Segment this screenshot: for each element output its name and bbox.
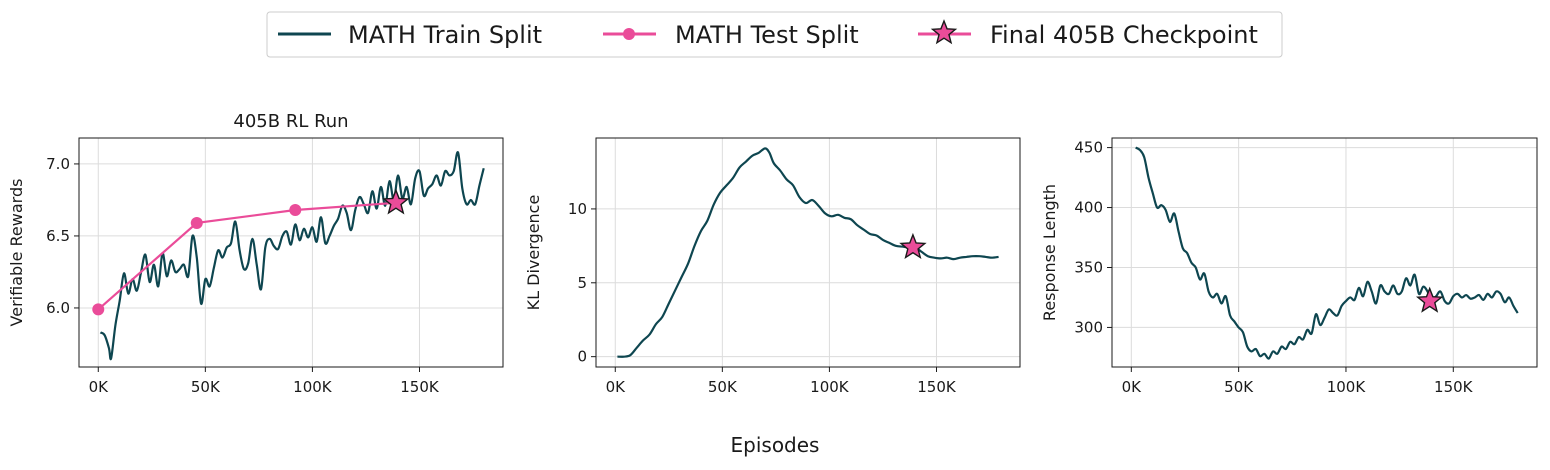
x-tick-label: 100K [1327, 378, 1367, 396]
legend-item-train: MATH Train Split [278, 21, 542, 49]
test-series-point [190, 216, 203, 229]
legend: MATH Train Split MATH Test Split Final 4… [266, 11, 1283, 58]
legend-item-test: MATH Test Split [603, 21, 859, 49]
x-tick-label: 0K [1122, 378, 1143, 396]
train-series-line [1135, 146, 1519, 360]
x-tick-label: 50K [1224, 378, 1254, 396]
x-tick-label: 150K [917, 378, 957, 396]
y-tick-label: 400 [1074, 199, 1103, 217]
legend-test-circle-icon [623, 28, 635, 40]
x-tick-label: 100K [810, 378, 850, 396]
legend-train-label: MATH Train Split [348, 21, 542, 49]
y-tick-label: 6.0 [46, 299, 70, 317]
x-tick-label: 150K [1434, 378, 1474, 396]
chart-title: 405B RL Run [233, 111, 348, 132]
x-tick-label: 0K [89, 378, 110, 396]
chart-panel-1: 0K 50K 100K 150K 6.0 6.5 7.0 Verifiable Rewards… [7, 111, 504, 396]
legend-test-label: MATH Test Split [675, 21, 859, 49]
y-tick-label: 300 [1074, 318, 1103, 336]
y-tick-label: 0 [577, 348, 587, 366]
final-checkpoint-star-icon [382, 188, 410, 215]
axes-frame [595, 137, 1021, 368]
test-series-line [97, 201, 397, 311]
y-axis-label: KL Divergence [524, 195, 543, 311]
shared-x-axis-label: Episodes [731, 433, 820, 457]
train-series-line [617, 147, 999, 358]
y-tick-label: 450 [1074, 139, 1103, 157]
chart-panel-2: 0K 50K 100K 150K 0 5 10 KL Divergence [524, 137, 1021, 396]
axes-frame [1111, 137, 1538, 368]
x-tick-label: 150K [400, 378, 440, 396]
chart-panel-3: 0K 50K 100K 150K 300 350 400 450 Response Length [1040, 137, 1538, 396]
x-tick-label: 50K [708, 378, 738, 396]
y-tick-label: 6.5 [46, 227, 70, 245]
y-tick-label: 10 [568, 200, 587, 218]
legend-item-final: Final 405B Checkpoint [918, 19, 1258, 49]
legend-star-icon [930, 19, 958, 45]
legend-final-label: Final 405B Checkpoint [990, 21, 1258, 49]
y-axis-label: Verifiable Rewards [7, 179, 26, 327]
final-checkpoint-star-icon [899, 232, 927, 259]
axes-frame [78, 137, 504, 368]
test-series-point [289, 204, 302, 217]
y-tick-label: 7.0 [46, 155, 70, 173]
final-checkpoint-star-icon [1415, 286, 1444, 313]
test-series-point [92, 303, 105, 316]
y-tick-label: 350 [1074, 258, 1103, 276]
y-axis-label: Response Length [1040, 184, 1059, 321]
x-tick-label: 0K [606, 378, 627, 396]
legend-frame [266, 11, 1283, 58]
y-tick-label: 5 [577, 274, 587, 292]
x-tick-label: 100K [293, 378, 333, 396]
x-tick-label: 50K [191, 378, 221, 396]
